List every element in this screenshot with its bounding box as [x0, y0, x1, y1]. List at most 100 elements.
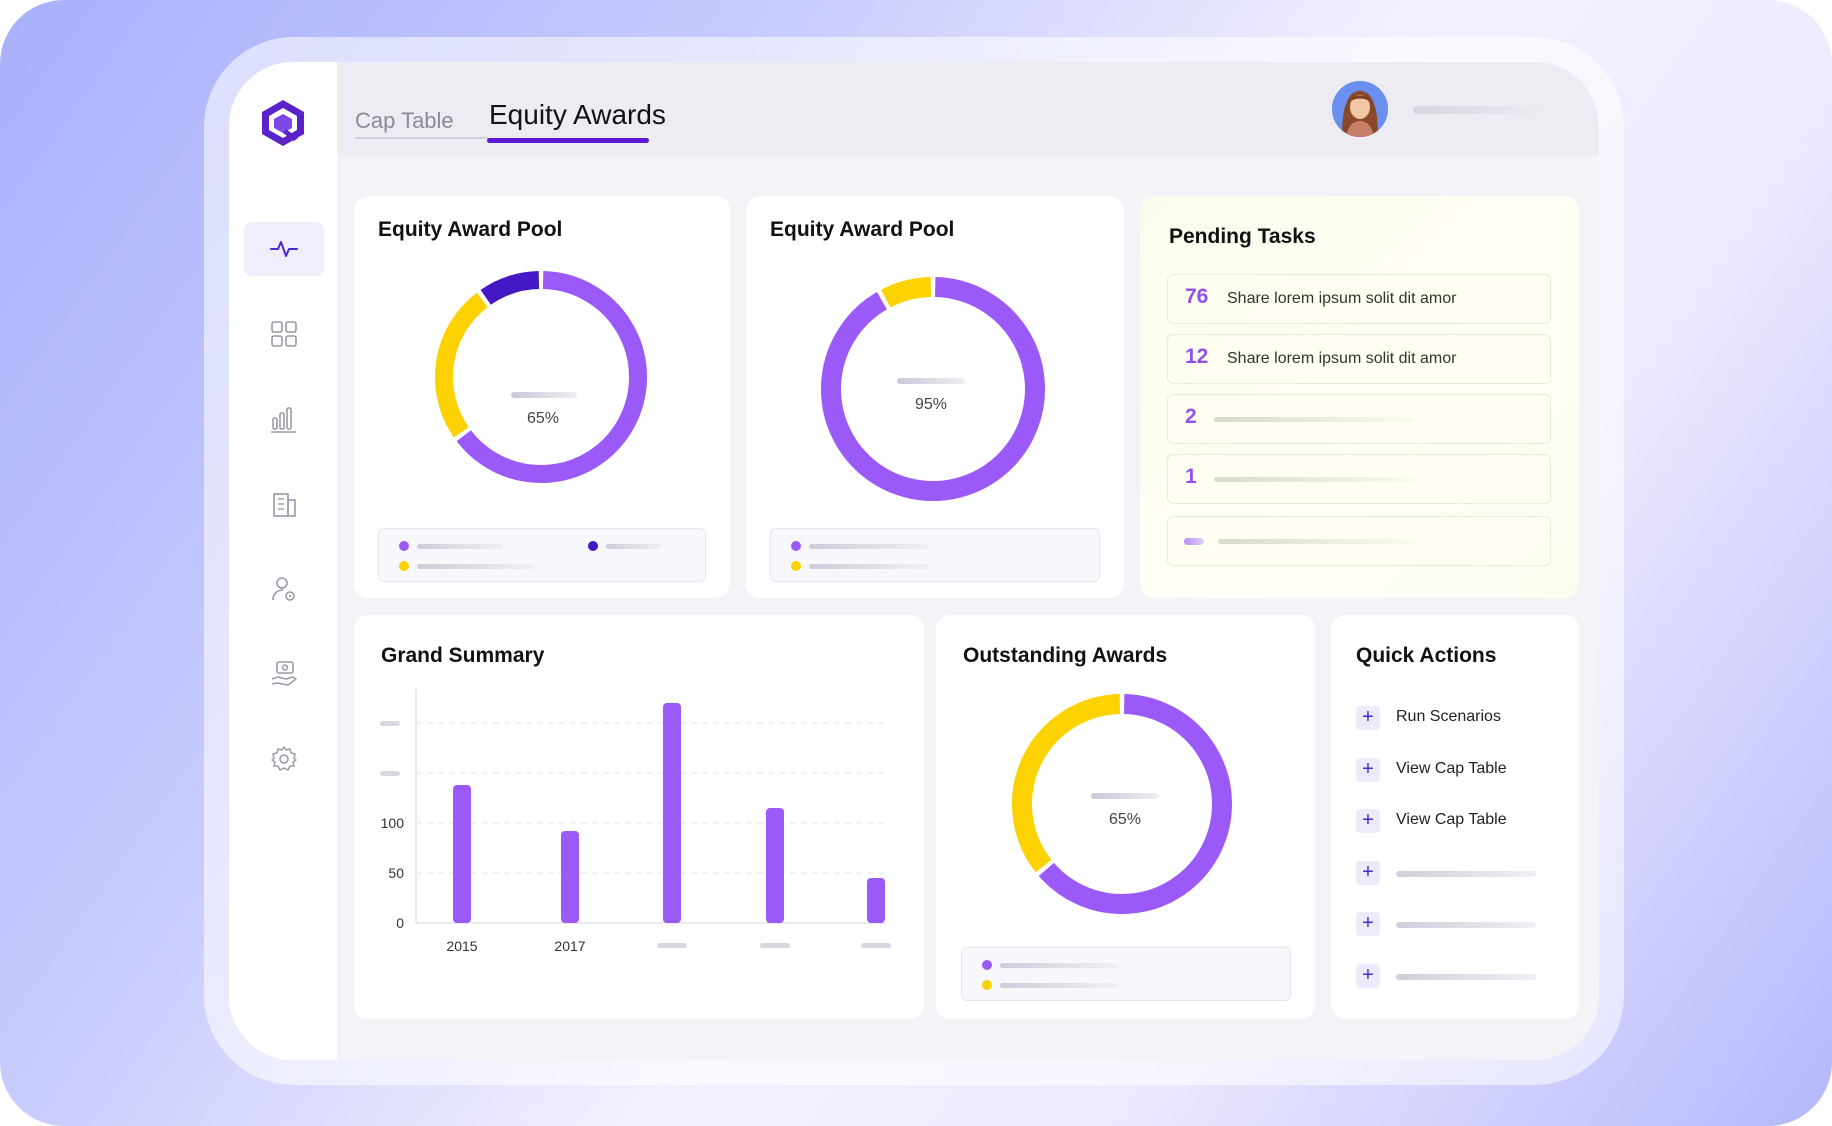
- nav-item-reports[interactable]: [244, 392, 324, 446]
- task-text-placeholder: [1214, 417, 1414, 422]
- gear-icon: [271, 746, 297, 771]
- donut-caption-placeholder: [511, 392, 577, 398]
- quick-actions-card: Quick Actions + Run Scenarios + View Cap…: [1331, 615, 1579, 1019]
- nav-item-payments[interactable]: [244, 647, 324, 701]
- y-tick-label: 0: [396, 915, 404, 931]
- donut-percent: 65%: [526, 410, 560, 427]
- quick-action-run-scenarios[interactable]: + Run Scenarios: [1356, 706, 1576, 732]
- task-item[interactable]: 2: [1167, 394, 1551, 444]
- nav-item-activity[interactable]: [244, 222, 324, 276]
- quick-action-label-placeholder: [1396, 974, 1536, 980]
- bar[interactable]: [453, 785, 471, 923]
- user-settings-icon: [272, 577, 295, 601]
- task-item[interactable]: 12 Share lorem ipsum solit dit amor: [1167, 334, 1551, 384]
- outstanding-awards-card: Outstanding Awards 65%: [936, 615, 1315, 1019]
- donut-segment-0: [821, 277, 1045, 501]
- card-title: Quick Actions: [1356, 644, 1497, 667]
- x-tick-placeholder: [861, 943, 891, 948]
- equity-pool-card-1: Equity Award Pool 65%: [354, 196, 730, 598]
- tab-cap-table[interactable]: Cap Table: [355, 108, 454, 133]
- donut-segment-0: [1038, 694, 1232, 914]
- plus-icon: +: [1356, 964, 1380, 988]
- quick-action-label: View Cap Table: [1396, 811, 1507, 828]
- plus-icon: +: [1356, 861, 1380, 885]
- task-count: 2: [1185, 405, 1197, 428]
- task-text-placeholder: [1218, 539, 1418, 544]
- quick-action-view-cap-table[interactable]: + View Cap Table: [1356, 809, 1576, 835]
- x-tick-label: 2015: [446, 938, 477, 954]
- y-tick-placeholder: [380, 721, 400, 726]
- sidebar: [229, 62, 337, 1060]
- plus-icon: +: [1356, 758, 1380, 782]
- avatar[interactable]: [1332, 81, 1388, 137]
- legend-label-placeholder: [606, 544, 662, 549]
- app-window: Cap Table Equity Awards Equity Award Poo…: [229, 62, 1599, 1060]
- quick-action-item[interactable]: +: [1356, 912, 1576, 938]
- task-item[interactable]: 76 Share lorem ipsum solit dit amor: [1167, 274, 1551, 324]
- top-bar: Cap Table Equity Awards: [337, 62, 1599, 156]
- legend-label-placeholder: [809, 564, 929, 569]
- outstanding-donut-chart: [1012, 694, 1232, 914]
- plus-icon: +: [1356, 706, 1380, 730]
- bar[interactable]: [663, 703, 681, 923]
- pending-tasks-card: Pending Tasks 76 Share lorem ipsum solit…: [1140, 196, 1579, 598]
- donut-segment-1: [881, 277, 932, 308]
- legend-dot: [982, 960, 992, 970]
- bar-chart: 0 50 100 2015 2017: [380, 689, 891, 954]
- quick-action-item[interactable]: +: [1356, 861, 1576, 887]
- active-tab-indicator: [487, 138, 649, 143]
- donut-caption-placeholder: [1091, 793, 1159, 799]
- donut-percent: 95%: [914, 396, 948, 413]
- card-title: Equity Award Pool: [770, 218, 955, 241]
- nav-item-stakeholders[interactable]: [244, 562, 324, 616]
- y-tick-label: 100: [381, 815, 405, 831]
- donut-segment-1: [435, 292, 488, 438]
- legend: [961, 947, 1291, 1001]
- task-text: Share lorem ipsum solit dit amor: [1227, 350, 1457, 367]
- task-text-placeholder: [1214, 477, 1414, 482]
- app-logo[interactable]: [260, 98, 306, 148]
- donut-segment-1: [1012, 694, 1121, 873]
- tab-divider: [355, 137, 488, 139]
- card-title: Pending Tasks: [1169, 225, 1316, 248]
- quick-action-item[interactable]: +: [1356, 964, 1576, 990]
- donut-segment-2: [480, 271, 540, 305]
- legend: [770, 528, 1100, 582]
- x-tick-label: 2017: [554, 938, 585, 954]
- task-count: 1: [1185, 465, 1197, 488]
- legend-dot: [791, 541, 801, 551]
- donut-percent: 65%: [1108, 811, 1142, 828]
- quick-action-label: View Cap Table: [1396, 760, 1507, 777]
- task-count-placeholder: [1184, 538, 1204, 545]
- cash-hand-icon: [271, 661, 297, 686]
- bar[interactable]: [766, 808, 784, 923]
- donut-caption-placeholder: [897, 378, 965, 384]
- quick-action-label: Run Scenarios: [1396, 708, 1501, 725]
- card-title: Equity Award Pool: [378, 218, 563, 241]
- card-title: Outstanding Awards: [963, 644, 1168, 667]
- activity-icon: [270, 241, 298, 257]
- quick-action-view-cap-table[interactable]: + View Cap Table: [1356, 758, 1576, 784]
- user-photo: [1332, 81, 1388, 137]
- legend-dot: [791, 561, 801, 571]
- building-icon: [273, 493, 296, 517]
- legend: [378, 528, 706, 582]
- bar[interactable]: [867, 878, 885, 923]
- bar[interactable]: [561, 831, 579, 923]
- nav-item-dashboard[interactable]: [244, 307, 324, 361]
- x-tick-placeholder: [657, 943, 687, 948]
- task-text: Share lorem ipsum solit dit amor: [1227, 290, 1457, 307]
- nav-item-settings[interactable]: [244, 732, 324, 786]
- user-name-placeholder: [1413, 106, 1545, 114]
- quick-action-label-placeholder: [1396, 922, 1536, 928]
- pool-donut-chart: [435, 271, 647, 483]
- y-tick-label: 50: [388, 865, 404, 881]
- legend-dot: [399, 561, 409, 571]
- legend-label-placeholder: [1000, 963, 1118, 968]
- legend-label-placeholder: [417, 544, 503, 549]
- bar-chart-icon: [271, 407, 296, 433]
- tab-equity-awards[interactable]: Equity Awards: [489, 99, 666, 130]
- task-item[interactable]: 1: [1167, 454, 1551, 504]
- nav-item-company[interactable]: [244, 477, 324, 531]
- task-item[interactable]: [1167, 516, 1551, 566]
